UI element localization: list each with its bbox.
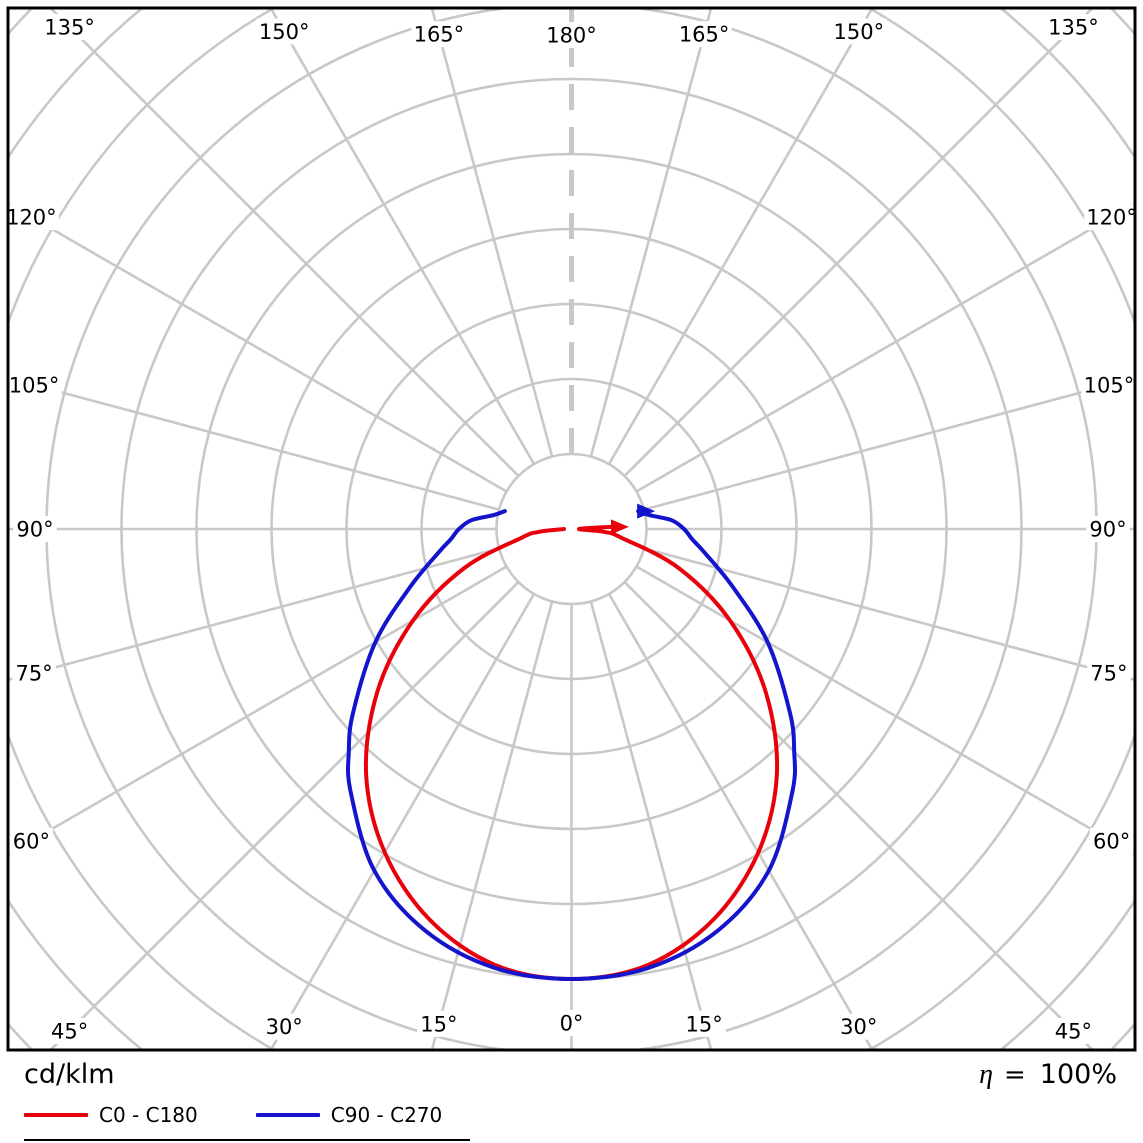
legend-label-c0-c180: C0 - C180 [99,1102,198,1127]
svg-text:45°: 45° [1055,1019,1092,1043]
svg-text:75°: 75° [15,662,52,686]
svg-text:150°: 150° [834,20,885,44]
svg-text:135°: 135° [44,16,95,40]
svg-text:15°: 15° [685,1012,722,1036]
svg-text:105°: 105° [1084,373,1135,397]
svg-text:165°: 165° [679,23,730,47]
chart-footer: cd/klm η = 100% C0 - C180 C90 - C270 [0,1058,1143,1141]
svg-text:105°: 105° [9,373,60,397]
svg-text:30°: 30° [266,1015,303,1039]
svg-text:165°: 165° [414,23,465,47]
svg-text:0°: 0° [560,1012,584,1036]
eta-symbol: η [979,1059,993,1090]
svg-text:30°: 30° [840,1015,877,1039]
svg-text:120°: 120° [1086,206,1137,230]
eta-equals: = [1004,1060,1026,1090]
legend-item-c0-c180: C0 - C180 [24,1103,198,1127]
svg-text:150°: 150° [259,20,310,44]
efficiency-readout: η = 100% [979,1059,1117,1091]
eta-value: 100% [1039,1059,1117,1090]
legend-line-red [24,1112,88,1117]
svg-text:75°: 75° [1090,662,1127,686]
svg-text:15°: 15° [420,1012,457,1036]
legend-line-blue [255,1112,320,1117]
svg-text:60°: 60° [1093,829,1130,853]
svg-text:180°: 180° [546,24,597,48]
svg-text:90°: 90° [1089,518,1126,542]
legend-label-c90-c270: C90 - C270 [330,1102,443,1127]
radial-unit-label: cd/klm [24,1059,115,1090]
svg-text:120°: 120° [6,206,57,230]
svg-text:135°: 135° [1048,16,1099,40]
legend: C0 - C180 C90 - C270 [24,1103,470,1141]
polar-chart-canvas: 0° 15° 15° 30° 30° 45° 45° 60° 60° 75° 75° 90° 90° 10… [6,6,1137,1052]
legend-item-c90-c270: C90 - C270 [255,1102,443,1127]
svg-text:45°: 45° [51,1019,88,1043]
svg-text:90°: 90° [16,518,53,542]
svg-text:60°: 60° [13,829,50,853]
footer-row: cd/klm η = 100% [24,1059,1117,1091]
